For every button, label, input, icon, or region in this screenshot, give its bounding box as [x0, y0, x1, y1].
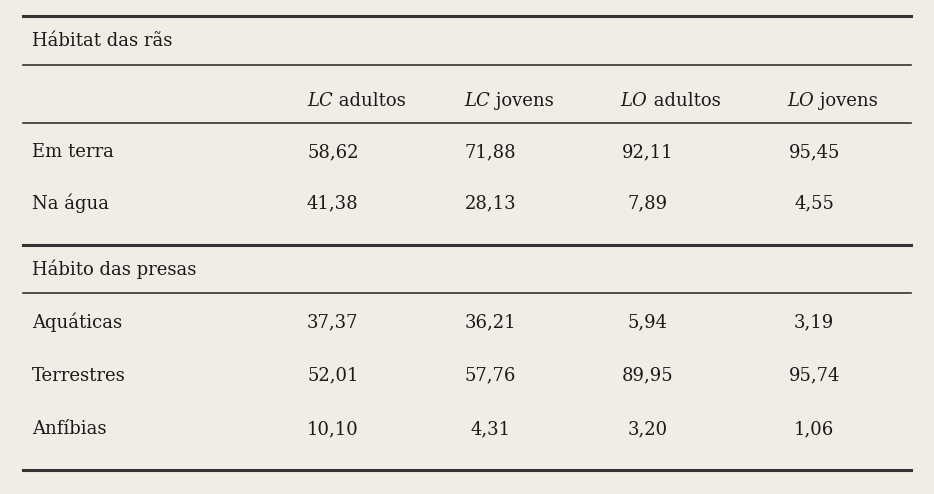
Text: 3,19: 3,19 — [794, 313, 834, 331]
Text: Aquáticas: Aquáticas — [32, 313, 122, 332]
Text: 89,95: 89,95 — [622, 367, 673, 385]
Text: jovens: jovens — [814, 92, 878, 110]
Text: Em terra: Em terra — [32, 143, 114, 162]
Text: 7,89: 7,89 — [628, 194, 668, 212]
Text: 71,88: 71,88 — [464, 143, 516, 162]
Text: 95,45: 95,45 — [788, 143, 840, 162]
Text: 4,55: 4,55 — [794, 194, 834, 212]
Text: 41,38: 41,38 — [307, 194, 359, 212]
Text: adultos: adultos — [333, 92, 405, 110]
Text: 95,74: 95,74 — [788, 367, 840, 385]
Text: Hábito das presas: Hábito das presas — [32, 259, 196, 279]
Text: 37,37: 37,37 — [307, 313, 359, 331]
Text: 3,20: 3,20 — [628, 420, 668, 438]
Text: Na água: Na água — [32, 194, 109, 213]
Text: 28,13: 28,13 — [464, 194, 516, 212]
Text: LO: LO — [621, 92, 647, 110]
Text: Anfíbias: Anfíbias — [32, 420, 106, 438]
Text: Hábitat das rãs: Hábitat das rãs — [32, 32, 172, 49]
Text: 36,21: 36,21 — [464, 313, 516, 331]
Text: 5,94: 5,94 — [628, 313, 668, 331]
Text: LC: LC — [464, 92, 490, 110]
Text: jovens: jovens — [490, 92, 554, 110]
Text: 52,01: 52,01 — [307, 367, 359, 385]
Text: 58,62: 58,62 — [307, 143, 359, 162]
Text: 57,76: 57,76 — [464, 367, 516, 385]
Text: 4,31: 4,31 — [470, 420, 510, 438]
Text: 92,11: 92,11 — [622, 143, 673, 162]
Text: 10,10: 10,10 — [307, 420, 359, 438]
Text: 1,06: 1,06 — [794, 420, 834, 438]
Text: adultos: adultos — [647, 92, 720, 110]
Text: LC: LC — [307, 92, 333, 110]
Text: Terrestres: Terrestres — [32, 367, 126, 385]
Text: LO: LO — [787, 92, 814, 110]
